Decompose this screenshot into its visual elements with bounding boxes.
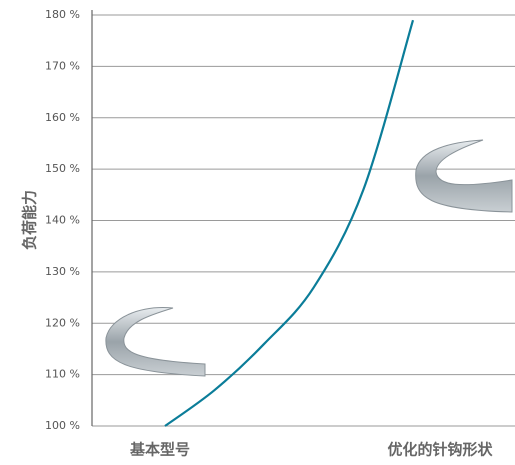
grid (92, 14, 515, 427)
y-tick-label: 180 % (45, 8, 80, 21)
plot (164, 19, 415, 427)
y-tick-label: 170 % (45, 59, 80, 72)
x-tick-label: 优化的针钩形状 (387, 441, 493, 459)
y-tick-label: 100 % (45, 419, 80, 432)
hook-basic (105, 307, 206, 377)
curve (164, 19, 415, 427)
hook-optimized (415, 139, 513, 213)
y-tick-label: 110 % (45, 368, 80, 381)
y-tick-label: 160 % (45, 111, 80, 124)
y-tick-label: 140 % (45, 214, 80, 227)
y-tick-label: 120 % (45, 316, 80, 329)
x-tick-label: 基本型号 (129, 441, 190, 459)
y-tick-label: 130 % (45, 265, 80, 278)
y-axis-label: 负荷能力 (21, 190, 39, 250)
y-tick-label: 150 % (45, 162, 80, 175)
